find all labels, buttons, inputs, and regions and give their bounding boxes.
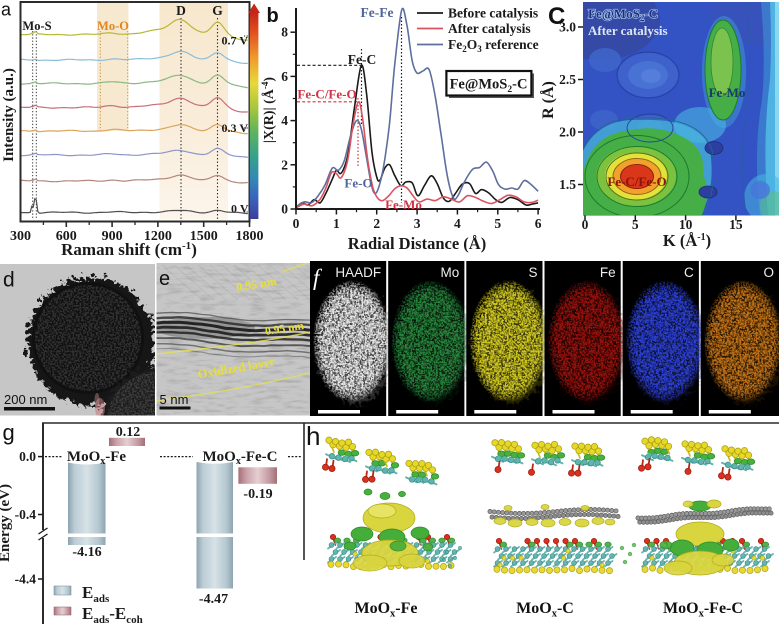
svg-text:After catalysis: After catalysis: [588, 23, 668, 38]
svg-text:K (Å-1): K (Å-1): [663, 231, 711, 250]
svg-text:O: O: [763, 265, 774, 280]
svg-text:0: 0: [582, 217, 589, 232]
svg-text:MoOx-Fe-C: MoOx-Fe-C: [203, 449, 278, 467]
svg-text:Fe@MoS2-C: Fe@MoS2-C: [588, 6, 658, 23]
svg-text:Energy (eV): Energy (eV): [0, 484, 13, 562]
svg-text:0.95 nm: 0.95 nm: [235, 274, 277, 294]
svg-text:Mo-O: Mo-O: [97, 19, 129, 33]
svg-text:5: 5: [632, 217, 639, 232]
svg-text:2.0: 2.0: [559, 125, 576, 140]
svg-text:200 nm: 200 nm: [4, 392, 47, 407]
svg-text:C: C: [684, 265, 694, 280]
svg-text:Fe-O: Fe-O: [344, 176, 372, 191]
svg-text:Radial Distance (Å): Radial Distance (Å): [348, 234, 486, 253]
svg-text:S: S: [528, 265, 537, 280]
svg-text:f: f: [313, 265, 323, 290]
svg-text:MoOx-Fe: MoOx-Fe: [355, 600, 418, 620]
svg-text:0.12: 0.12: [116, 425, 141, 440]
svg-text:6: 6: [281, 69, 288, 84]
svg-text:Before catalysis: Before catalysis: [448, 6, 538, 21]
svg-text:After catalysis: After catalysis: [448, 21, 531, 36]
svg-text:1500: 1500: [190, 229, 218, 244]
svg-text:2.5: 2.5: [559, 72, 576, 87]
svg-text:8: 8: [281, 25, 288, 40]
svg-text:MoOx-Fe-C: MoOx-Fe-C: [663, 600, 743, 620]
svg-text:10: 10: [679, 217, 693, 232]
svg-text:MoOx-C: MoOx-C: [516, 600, 574, 620]
svg-text:Fe-C/Fe-O: Fe-C/Fe-O: [607, 174, 666, 189]
svg-text:0.3 V: 0.3 V: [222, 121, 249, 135]
svg-text:4: 4: [454, 216, 461, 231]
svg-text:MoOx-Fe: MoOx-Fe: [67, 449, 126, 467]
svg-text:g: g: [3, 420, 15, 445]
svg-text:h: h: [306, 421, 320, 451]
svg-text:4: 4: [281, 113, 288, 128]
svg-text:1.5: 1.5: [559, 177, 576, 192]
svg-text:0: 0: [281, 202, 288, 217]
svg-text:Intensity (a.u.): Intensity (a.u.): [1, 68, 17, 162]
svg-text:d: d: [3, 269, 15, 292]
svg-text:0: 0: [293, 216, 300, 231]
svg-text:Mo-S: Mo-S: [22, 19, 51, 33]
svg-text:Fe@MoS2-C: Fe@MoS2-C: [450, 77, 528, 96]
svg-text:Fe-Mo: Fe-Mo: [709, 85, 746, 100]
svg-text:3: 3: [414, 216, 421, 231]
svg-text:R (Å): R (Å): [539, 81, 557, 119]
svg-text:a: a: [1, 0, 12, 20]
svg-text:b: b: [267, 5, 279, 27]
svg-text:5 nm: 5 nm: [160, 392, 189, 407]
svg-text:e: e: [159, 268, 170, 290]
svg-text:-0.19: -0.19: [243, 487, 272, 502]
svg-text:Raman shift (cm-1): Raman shift (cm-1): [61, 240, 197, 259]
svg-text:Fe-C: Fe-C: [348, 52, 376, 67]
svg-text:0.7 V: 0.7 V: [222, 34, 249, 48]
svg-text:HAADF: HAADF: [335, 265, 381, 280]
svg-text:15: 15: [729, 217, 743, 232]
svg-text:Eads-Ecoh: Eads-Ecoh: [82, 604, 143, 624]
svg-text:0 V: 0 V: [231, 202, 249, 216]
svg-text:900: 900: [102, 229, 123, 244]
svg-text:300: 300: [10, 229, 31, 244]
svg-text:D: D: [176, 3, 186, 18]
svg-text:G: G: [212, 3, 223, 18]
svg-text:2: 2: [281, 157, 288, 172]
svg-text:6: 6: [535, 216, 542, 231]
svg-text:Fe-Mo: Fe-Mo: [385, 197, 422, 212]
svg-text:Fe-C/Fe-O: Fe-C/Fe-O: [297, 87, 356, 102]
svg-text:1800: 1800: [236, 229, 264, 244]
svg-text:3.0: 3.0: [559, 20, 576, 35]
svg-text:Eads: Eads: [82, 583, 110, 605]
svg-text:Mo: Mo: [441, 265, 460, 280]
svg-text:1200: 1200: [144, 229, 172, 244]
svg-text:Fe: Fe: [600, 265, 616, 280]
svg-text:-4.47: -4.47: [199, 592, 228, 607]
svg-text:600: 600: [56, 229, 77, 244]
svg-text:C: C: [548, 3, 565, 30]
svg-text:5: 5: [494, 216, 501, 231]
svg-text:-0.4: -0.4: [15, 507, 37, 522]
svg-text:0.0: 0.0: [19, 449, 36, 464]
svg-text:Fe2O3 reference: Fe2O3 reference: [448, 37, 539, 54]
svg-text:-4.4: -4.4: [15, 572, 37, 587]
svg-text:|X(R)| (Å-4): |X(R)| (Å-4): [260, 77, 277, 143]
svg-text:2: 2: [373, 216, 380, 231]
svg-text:-4.16: -4.16: [72, 545, 101, 560]
svg-text:Fe-Fe: Fe-Fe: [361, 5, 394, 20]
svg-text:1: 1: [333, 216, 340, 231]
